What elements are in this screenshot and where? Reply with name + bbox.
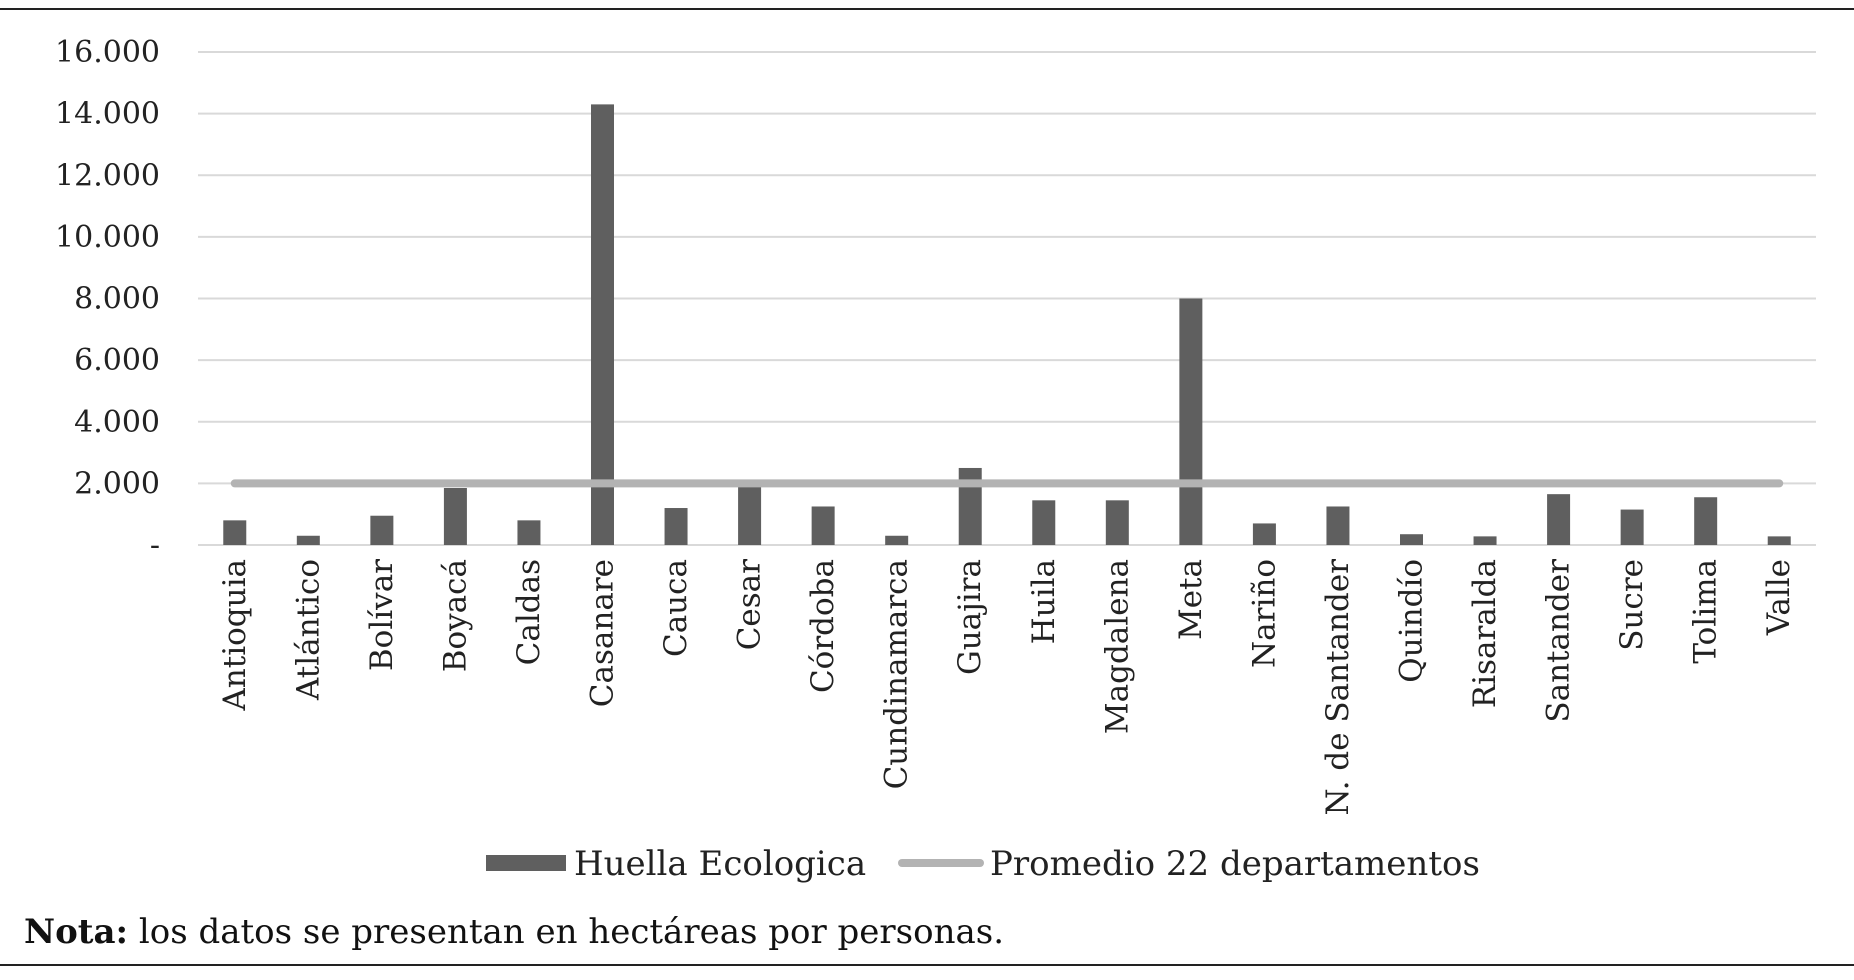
x-tick-label-9: Cundinamarca: [879, 559, 915, 789]
bar-2: [370, 515, 394, 545]
bar-chart: - 2.000 4.000 6.000 8.000 10.000 12.000 14.000 1…: [55, 35, 1816, 884]
bar-19: [1620, 509, 1644, 545]
bar-15: [1326, 506, 1350, 545]
y-tick-label-1: 2.000: [74, 466, 160, 501]
y-tick-label-5: 10.000: [55, 220, 160, 255]
legend-label-promedio: Promedio 22 departamentos: [990, 844, 1480, 884]
bar-7: [738, 484, 762, 545]
x-tick-label-5: Casanare: [585, 559, 621, 707]
x-tick-label-18: Santander: [1541, 559, 1577, 723]
note-label: Nota:: [24, 912, 129, 952]
y-tick-label-0: -: [150, 528, 160, 563]
y-tick-label-3: 6.000: [74, 343, 160, 378]
x-tick-label-11: Huila: [1026, 559, 1062, 644]
x-tick-label-20: Tolima: [1688, 559, 1724, 664]
bar-20: [1694, 497, 1718, 545]
bar-4: [517, 520, 541, 545]
x-tick-label-0: Antioquia: [217, 559, 253, 712]
x-tick-label-3: Boyacá: [437, 559, 473, 672]
top-rule: [0, 8, 1854, 10]
bar-14: [1252, 523, 1276, 545]
bar-17: [1473, 536, 1497, 545]
x-tick-label-19: Sucre: [1614, 559, 1650, 651]
x-tick-label-14: Nariño: [1246, 559, 1282, 668]
x-tick-label-4: Caldas: [511, 559, 547, 665]
x-tick-label-15: N. de Santander: [1320, 559, 1356, 816]
bar-3: [443, 487, 467, 545]
x-tick-label-1: Atlántico: [290, 559, 326, 701]
bar-16: [1400, 534, 1423, 545]
y-tick-label-8: 16.000: [55, 35, 160, 70]
x-tick-label-2: Bolívar: [364, 559, 400, 671]
legend-swatch-promedio: [898, 859, 984, 867]
y-tick-label-7: 14.000: [55, 97, 160, 132]
bar-11: [1032, 500, 1056, 545]
chart-note: Nota: los datos se presentan en hectárea…: [24, 912, 1004, 952]
bar-18: [1547, 494, 1571, 545]
bars: [223, 104, 1791, 545]
x-tick-label-10: Guajira: [952, 559, 988, 675]
gridlines: [198, 51, 1816, 546]
legend: Huella Ecologica Promedio 22 departament…: [486, 844, 1480, 884]
x-axis: Antioquia Atlántico Bolívar Boyacá Caldas Cas…: [217, 559, 1797, 816]
bar-9: [885, 535, 909, 545]
legend-label-huella: Huella Ecologica: [574, 844, 866, 884]
bar-13: [1179, 298, 1203, 545]
x-tick-label-6: Cauca: [658, 559, 694, 657]
bottom-rule: [0, 964, 1854, 966]
bar-6: [664, 508, 688, 545]
y-tick-label-4: 8.000: [74, 282, 160, 317]
x-tick-label-8: Córdoba: [805, 559, 841, 693]
note-text: los datos se presentan en hectáreas por …: [128, 912, 1004, 952]
y-tick-label-2: 4.000: [74, 405, 160, 440]
x-tick-label-21: Valle: [1761, 559, 1797, 636]
bar-5: [591, 104, 614, 545]
x-tick-label-12: Magdalena: [1099, 559, 1135, 734]
legend-swatch-huella: [486, 855, 566, 871]
bar-1: [296, 535, 320, 545]
x-tick-label-13: Meta: [1173, 559, 1209, 640]
x-tick-label-16: Quindío: [1394, 559, 1430, 683]
bar-12: [1105, 500, 1129, 545]
bar-21: [1767, 536, 1791, 545]
bar-0: [223, 520, 247, 545]
bar-8: [811, 506, 835, 545]
y-axis: - 2.000 4.000 6.000 8.000 10.000 12.000 14.000 1…: [55, 35, 160, 563]
x-tick-label-7: Cesar: [732, 559, 768, 650]
x-tick-label-17: Risaralda: [1467, 559, 1503, 708]
y-tick-label-6: 12.000: [55, 158, 160, 193]
